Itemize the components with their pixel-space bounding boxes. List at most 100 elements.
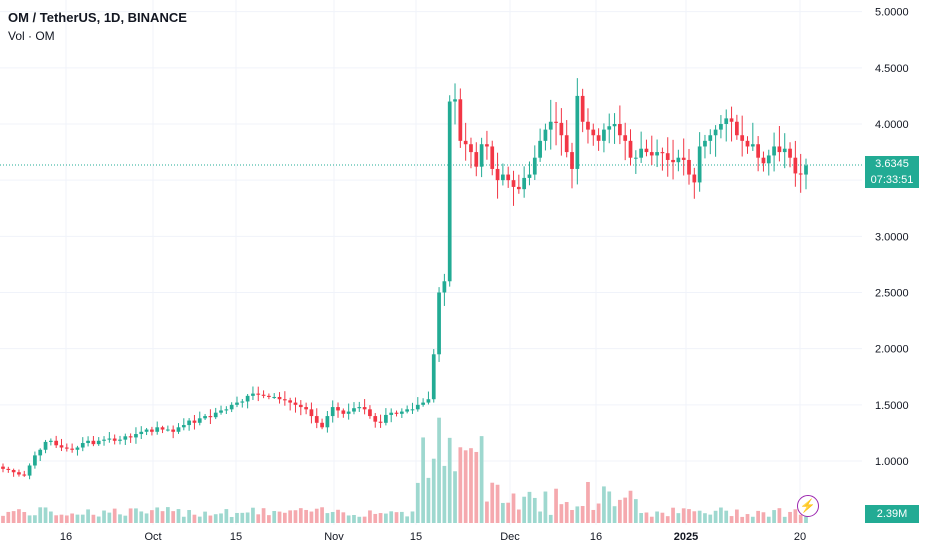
- volume-bar: [495, 484, 500, 523]
- volume-bar: [197, 516, 202, 523]
- candle-body: [314, 416, 319, 423]
- candle-body: [203, 416, 207, 419]
- candle-body: [777, 146, 782, 153]
- volume-value-label: 2.39M: [865, 505, 919, 523]
- volume-bar: [261, 508, 266, 523]
- x-axis: 16 Oct 15 Nov 15 Dec 16 2025 20: [60, 531, 806, 543]
- volume-bar: [591, 509, 596, 523]
- volume-bar: [288, 510, 293, 523]
- volume-bar: [22, 512, 27, 523]
- candle-body: [687, 159, 691, 175]
- volume-bar: [442, 465, 447, 523]
- candle-body: [788, 148, 792, 158]
- volume-bar: [479, 436, 484, 523]
- candle-body: [144, 429, 149, 432]
- volume-bar: [330, 511, 335, 523]
- volume-bar: [671, 507, 675, 523]
- volume-bar: [33, 515, 37, 523]
- candle-body: [102, 439, 106, 441]
- volume-bar: [107, 512, 112, 523]
- candle-body: [442, 281, 447, 293]
- candle-body: [399, 411, 404, 414]
- candle-body: [165, 429, 170, 431]
- volume-indicator-label[interactable]: Vol · OM: [8, 29, 55, 43]
- candle-body: [713, 129, 718, 136]
- volume-bar: [357, 516, 362, 523]
- candle-body: [681, 157, 686, 160]
- volume-bar: [421, 437, 425, 523]
- candle-body: [86, 440, 90, 444]
- volume-bar: [96, 516, 101, 523]
- candle-body: [639, 148, 644, 158]
- volume-bar: [373, 513, 378, 523]
- candle-body: [415, 404, 420, 410]
- candle-body: [782, 148, 787, 153]
- candle-body: [11, 469, 16, 473]
- volume-bar: [782, 516, 787, 523]
- candle-body: [160, 427, 165, 430]
- volume-bar: [229, 516, 234, 523]
- volume-bar: [532, 497, 537, 523]
- candle-body: [761, 157, 766, 164]
- candle-body: [586, 121, 590, 130]
- candle-body: [256, 393, 261, 395]
- volume-bar: [618, 499, 622, 523]
- x-tick-label: Oct: [144, 531, 161, 543]
- volume-bar: [27, 515, 32, 523]
- volume-bar: [171, 511, 176, 523]
- volume-bar: [431, 458, 436, 523]
- volume-bar: [341, 512, 346, 523]
- volume-bar: [251, 507, 255, 523]
- candle-body: [155, 427, 160, 432]
- candle-body: [320, 422, 324, 428]
- volume-bar: [208, 515, 213, 523]
- volume-bar: [740, 516, 745, 523]
- candle-body: [628, 140, 633, 158]
- candle-body: [96, 440, 101, 445]
- candle-body: [437, 292, 441, 355]
- candle-body: [516, 186, 521, 190]
- volume-bar: [144, 513, 149, 523]
- volume-bar: [543, 491, 548, 523]
- candle-body: [261, 394, 266, 396]
- candle-body: [27, 465, 32, 476]
- volume-bar: [256, 514, 261, 523]
- candle-body: [570, 152, 574, 169]
- volume-bar: [766, 516, 771, 523]
- candle-body: [304, 407, 308, 410]
- candle-body: [373, 416, 378, 422]
- volume-bar: [293, 510, 298, 523]
- volume-bar: [485, 501, 489, 523]
- candle-body: [112, 438, 117, 441]
- candle-body: [107, 438, 112, 440]
- candle-body: [804, 165, 808, 175]
- candle-body: [64, 447, 69, 449]
- volume-bar: [623, 497, 628, 523]
- legend: OM / TetherUS, 1D, BINANCE Vol · OM: [8, 8, 187, 46]
- volume-bar: [793, 509, 798, 523]
- chart-grid: [0, 0, 862, 525]
- candle-body: [70, 448, 74, 450]
- candle-body: [479, 144, 484, 167]
- volume-bar: [633, 499, 638, 523]
- volume-bar: [777, 508, 782, 523]
- volume-bar: [219, 513, 223, 523]
- candle-body: [298, 404, 303, 408]
- volume-bar: [118, 514, 122, 523]
- volume-bar: [708, 514, 713, 523]
- symbol-title[interactable]: OM / TetherUS, 1D, BINANCE: [8, 10, 187, 25]
- candle-body: [219, 410, 223, 413]
- candle-body: [48, 440, 53, 442]
- volume-bar: [86, 509, 90, 523]
- candles: [1, 78, 808, 480]
- volume-bar: [575, 506, 580, 523]
- volume-bar: [272, 510, 277, 523]
- volume-bar: [384, 513, 388, 523]
- volume-bar: [362, 516, 367, 523]
- volume-bar: [516, 509, 521, 523]
- lightning-bolt-icon[interactable]: ⚡: [797, 495, 819, 517]
- candle-body: [676, 157, 681, 163]
- volume-bar: [176, 509, 181, 523]
- candle-body: [426, 399, 431, 403]
